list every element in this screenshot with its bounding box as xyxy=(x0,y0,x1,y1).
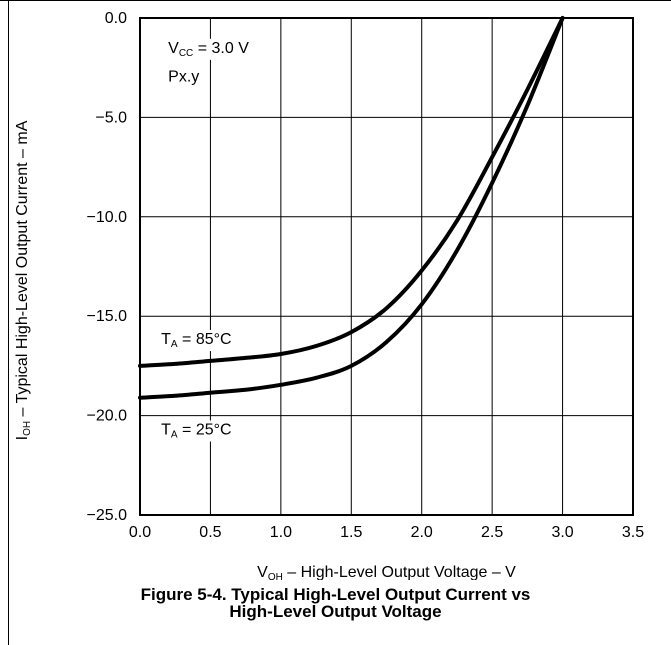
annotation-background xyxy=(165,38,253,60)
annotation-label: Px.y xyxy=(168,69,199,86)
y-tick-label: −25.0 xyxy=(87,507,128,524)
annotations: VCC = 3.0 V Px.y TA = 85°C TA = 25°C xyxy=(158,38,253,442)
series-line-t-a-85-c xyxy=(138,16,565,368)
y-tick-label: −5.0 xyxy=(95,109,127,126)
x-tick-label: 2.0 xyxy=(411,524,433,541)
annotation-label: TA = 85°C xyxy=(161,331,231,350)
line-chart: VCC = 3.0 V Px.y TA = 85°C TA = 25°C 0.0 0.5… xyxy=(14,10,644,580)
x-tick-label: 2.5 xyxy=(481,524,503,541)
x-axis-label: VOH – High-Level Output Voltage – V xyxy=(257,564,516,580)
series-lines xyxy=(138,16,565,400)
y-axis-label: IOH – Typical High-Level Output Current … xyxy=(14,120,33,440)
caption-line-2: High-Level Output Voltage xyxy=(229,602,442,621)
x-tick-label: 3.5 xyxy=(622,524,644,541)
x-axis-ticks: 0.0 0.5 1.0 1.5 2.0 2.5 3.0 3.5 xyxy=(129,524,644,541)
annotation-background xyxy=(158,330,235,352)
x-tick-label: 0.0 xyxy=(129,524,151,541)
page-top-rule xyxy=(0,0,671,1)
grid-lines xyxy=(140,18,633,515)
x-tick-label: 1.5 xyxy=(340,524,362,541)
y-tick-label: −20.0 xyxy=(87,408,128,425)
figure-caption: Figure 5-4. Typical High-Level Output Cu… xyxy=(0,586,671,620)
page-left-rule xyxy=(8,0,9,645)
annotation-label: TA = 25°C xyxy=(161,421,231,440)
caption-line-1: Figure 5-4. Typical High-Level Output Cu… xyxy=(140,585,531,604)
plot-frame xyxy=(139,17,634,516)
x-tick-label: 3.0 xyxy=(551,524,573,541)
y-axis-ticks: 0.0 −5.0 −10.0 −15.0 −20.0 −25.0 xyxy=(87,10,128,524)
annotation-label: VCC = 3.0 V xyxy=(168,40,249,59)
annotation-background xyxy=(165,67,203,87)
x-tick-label: 0.5 xyxy=(199,524,221,541)
y-tick-label: −10.0 xyxy=(87,209,128,226)
y-tick-label: −15.0 xyxy=(87,308,128,325)
y-tick-label: 0.0 xyxy=(105,10,127,27)
annotation-background xyxy=(158,420,235,442)
x-tick-label: 1.0 xyxy=(270,524,292,541)
series-line-t-a-25-c xyxy=(138,16,565,400)
